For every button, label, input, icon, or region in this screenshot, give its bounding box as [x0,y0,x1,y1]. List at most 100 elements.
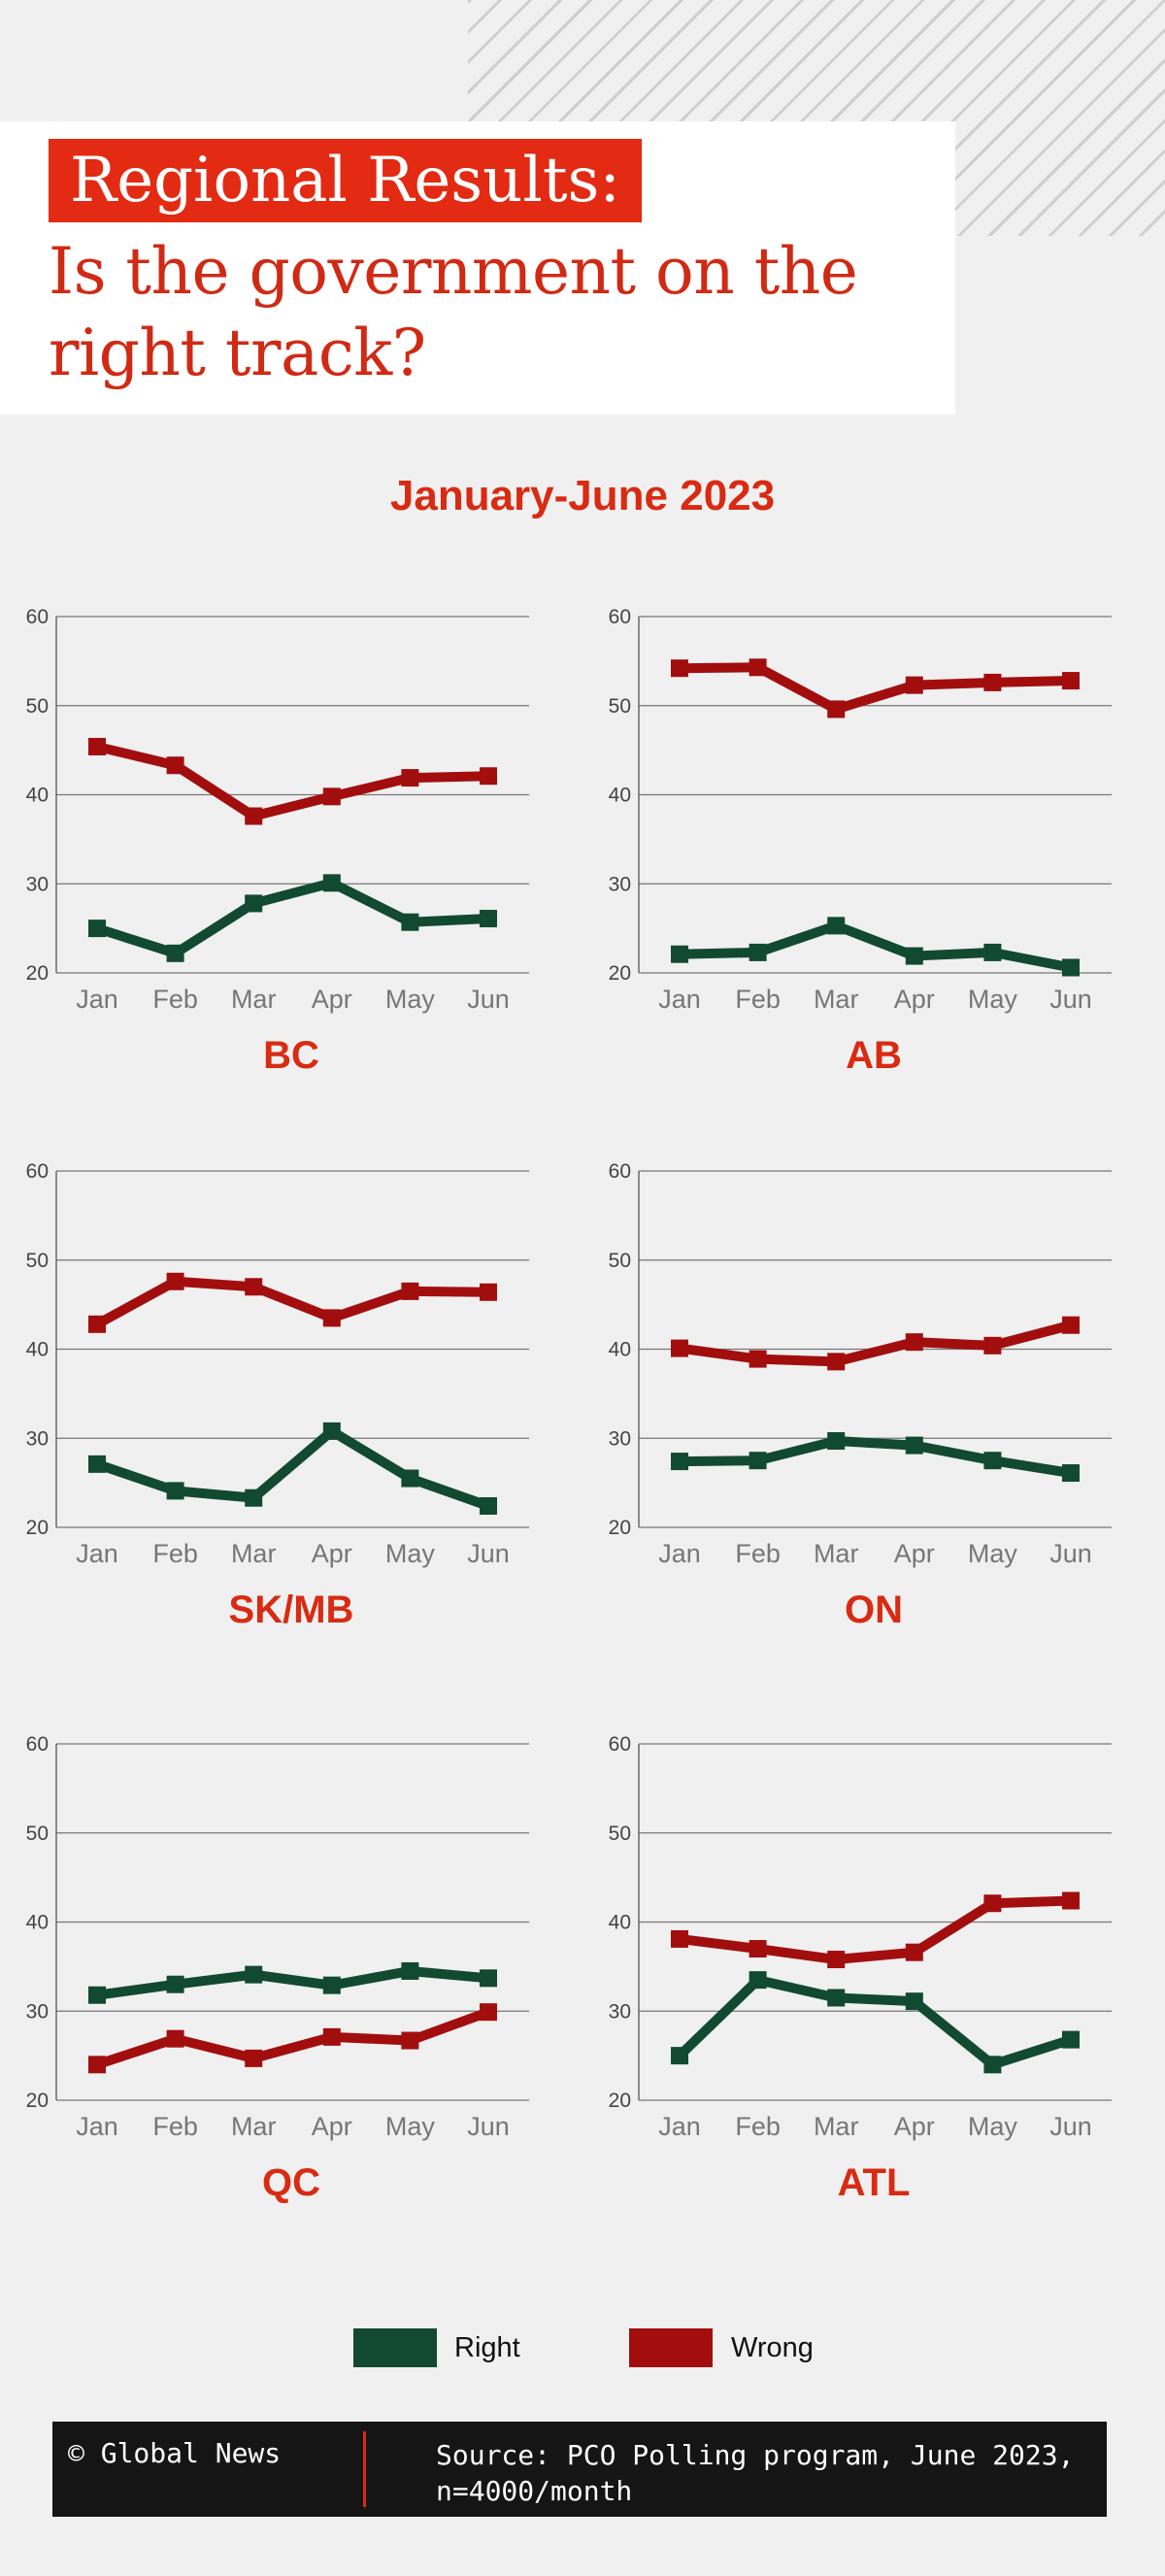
x-tick-label: May [968,2112,1018,2141]
x-tick-label: Feb [152,2112,198,2141]
x-tick-label: Jun [467,985,510,1014]
data-point-wrong [905,1943,923,1961]
data-point-right [322,1976,341,1994]
legend-swatch-wrong [629,2328,713,2367]
footer-credit: © Global News [68,2437,282,2469]
y-tick-label: 20 [26,1517,49,1539]
chart-on-plot: 20 30 40 50 60 Jan Feb Mar Apr May Jun [609,1160,1112,1568]
data-point-wrong [827,1951,846,1969]
data-point-wrong [480,767,497,786]
data-point-right [245,894,263,913]
chart-ab-title: AB [846,1034,902,1077]
x-tick-label: Jan [76,985,118,1014]
x-tick-label: May [385,985,436,1014]
data-point-wrong [322,1309,341,1327]
chart-qc-title: QC [262,2161,320,2204]
series-line-right [675,1436,1076,1479]
x-tick-label: Mar [814,985,859,1014]
data-point-right [166,944,184,962]
data-point-right [166,1975,184,1993]
x-tick-label: May [385,1539,436,1568]
y-tick-label: 40 [609,785,631,807]
footer: © Global News Source: PCO Polling progra… [52,2422,1107,2517]
y-tick-label: 30 [609,1427,631,1450]
x-tick-label: Jan [76,1539,118,1568]
chart-on-title: ON [845,1589,903,1631]
y-tick-label: 20 [609,2090,631,2112]
x-tick-label: May [385,2112,436,2141]
y-tick-label: 20 [26,962,49,985]
data-point-wrong [827,1353,846,1371]
y-tick-label: 30 [26,873,49,895]
chart-qc: 20 30 40 50 60 Jan Feb Mar Apr May Jun QC [0,1724,582,2249]
x-tick-label: Apr [894,985,935,1014]
data-point-wrong [671,1929,688,1948]
x-tick-label: Mar [231,2112,277,2141]
x-tick-label: Jun [1049,1539,1092,1568]
data-point-wrong [480,2003,497,2022]
data-point-wrong [1062,1891,1080,1910]
chart-bc-plot: 20 30 40 50 60 Jan Feb Mar Apr May Jun [26,606,529,1014]
series-line-wrong [675,1320,1076,1367]
legend-swatch-right [353,2328,437,2367]
y-tick-label: 60 [609,606,631,628]
x-tick-label: Feb [152,1539,198,1568]
chart-atl: 20 30 40 50 60 Jan Feb Mar Apr May Jun ATL [582,1724,1165,2249]
page-title: Is the government on the right track? [49,234,858,390]
data-point-wrong [480,1283,497,1301]
data-point-right [245,1489,263,1507]
y-tick-label: 30 [26,1427,49,1450]
x-tick-label: Jan [658,985,701,1014]
series-line-wrong [92,741,493,821]
chart-on: 20 30 40 50 60 Jan Feb Mar Apr May Jun ON [582,1152,1165,1676]
series-line-right [92,878,493,958]
series-line-wrong [675,662,1076,715]
data-point-wrong [322,787,341,806]
data-point-wrong [166,756,184,775]
chart-ab-plot: 20 30 40 50 60 Jan Feb Mar Apr May Jun [609,606,1112,1014]
data-point-wrong [905,676,923,694]
data-point-right [905,947,923,965]
data-point-wrong [166,2029,184,2048]
chart-qc-plot: 20 30 40 50 60 Jan Feb Mar Apr May Jun [26,1733,529,2141]
data-point-wrong [671,1339,688,1357]
x-tick-label: Jun [467,1539,510,1568]
data-point-right [1062,2030,1080,2049]
data-point-right [322,874,341,892]
y-tick-label: 50 [26,1250,49,1272]
data-point-wrong [245,1278,263,1296]
data-point-wrong [88,1315,106,1333]
data-point-wrong [401,769,419,787]
x-tick-label: Mar [231,985,277,1014]
data-point-wrong [749,1940,767,1958]
data-point-right [1062,958,1080,977]
y-tick-label: 30 [609,873,631,895]
series-line-right [92,1425,493,1511]
y-tick-label: 60 [609,1733,631,1756]
data-point-wrong [983,1894,1002,1913]
y-tick-label: 20 [26,2090,49,2112]
legend: Right Wrong [0,2328,1165,2371]
x-tick-label: Apr [894,2112,935,2141]
y-tick-label: 30 [609,2000,631,2023]
data-point-wrong [401,1282,419,1300]
chart-bc: 20 30 40 50 60 Jan Feb Mar Apr May Jun BC [0,597,582,1121]
x-tick-label: Feb [735,2112,781,2141]
x-tick-label: Mar [231,1539,277,1568]
data-point-wrong [245,807,263,825]
y-tick-label: 20 [609,1517,631,1539]
data-point-right [827,1989,846,2007]
data-point-right [827,917,846,935]
y-tick-label: 50 [609,695,631,718]
data-point-right [480,910,497,928]
data-point-wrong [401,2031,419,2050]
y-tick-label: 50 [609,1823,631,1845]
series-line-wrong [92,1276,493,1329]
data-point-wrong [245,2049,263,2067]
data-point-right [88,1986,106,2004]
data-point-right [245,1965,263,1984]
data-point-right [1062,1464,1080,1483]
data-point-wrong [905,1333,923,1352]
y-tick-label: 40 [609,1912,631,1934]
y-tick-label: 40 [26,1339,49,1361]
